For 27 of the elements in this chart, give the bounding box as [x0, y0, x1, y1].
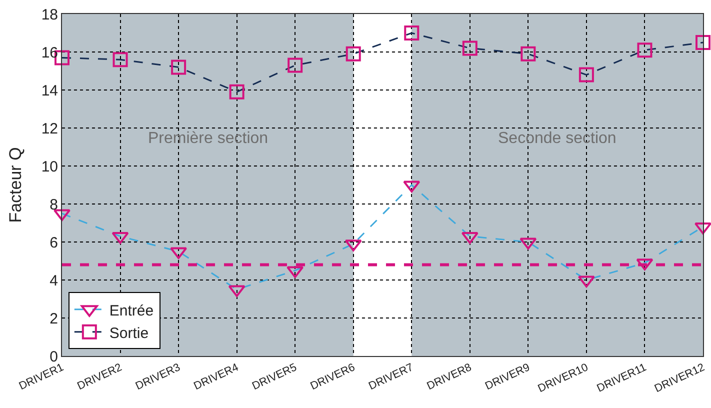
point — [288, 58, 303, 73]
point — [520, 46, 536, 62]
y-axis-title: Facteur Q — [6, 147, 25, 223]
point — [578, 67, 594, 82]
point — [694, 222, 711, 234]
y-tick-label: 2 — [50, 310, 58, 328]
y-tick-label: 12 — [41, 120, 58, 138]
point — [171, 60, 186, 75]
y-tick-label: 8 — [50, 196, 58, 214]
point — [229, 84, 244, 100]
y-tick-label: 6 — [50, 234, 58, 252]
point — [637, 42, 652, 58]
point — [696, 35, 710, 50]
y-tick-label: 4 — [50, 272, 58, 290]
point — [112, 52, 128, 68]
band-label: Première section — [148, 130, 268, 147]
legend-label: Sortie — [109, 324, 149, 342]
legend-label: Entrée — [109, 302, 154, 320]
point — [404, 26, 420, 40]
y-tick-label: 0 — [50, 348, 58, 366]
y-tick-label: 18 — [41, 6, 58, 24]
band-label: Seconde section — [498, 130, 616, 147]
y-tick-label: 10 — [41, 158, 58, 176]
y-tick-label: 16 — [41, 44, 58, 62]
point — [462, 40, 478, 56]
y-tick-label: 14 — [41, 82, 58, 100]
point — [346, 46, 361, 62]
